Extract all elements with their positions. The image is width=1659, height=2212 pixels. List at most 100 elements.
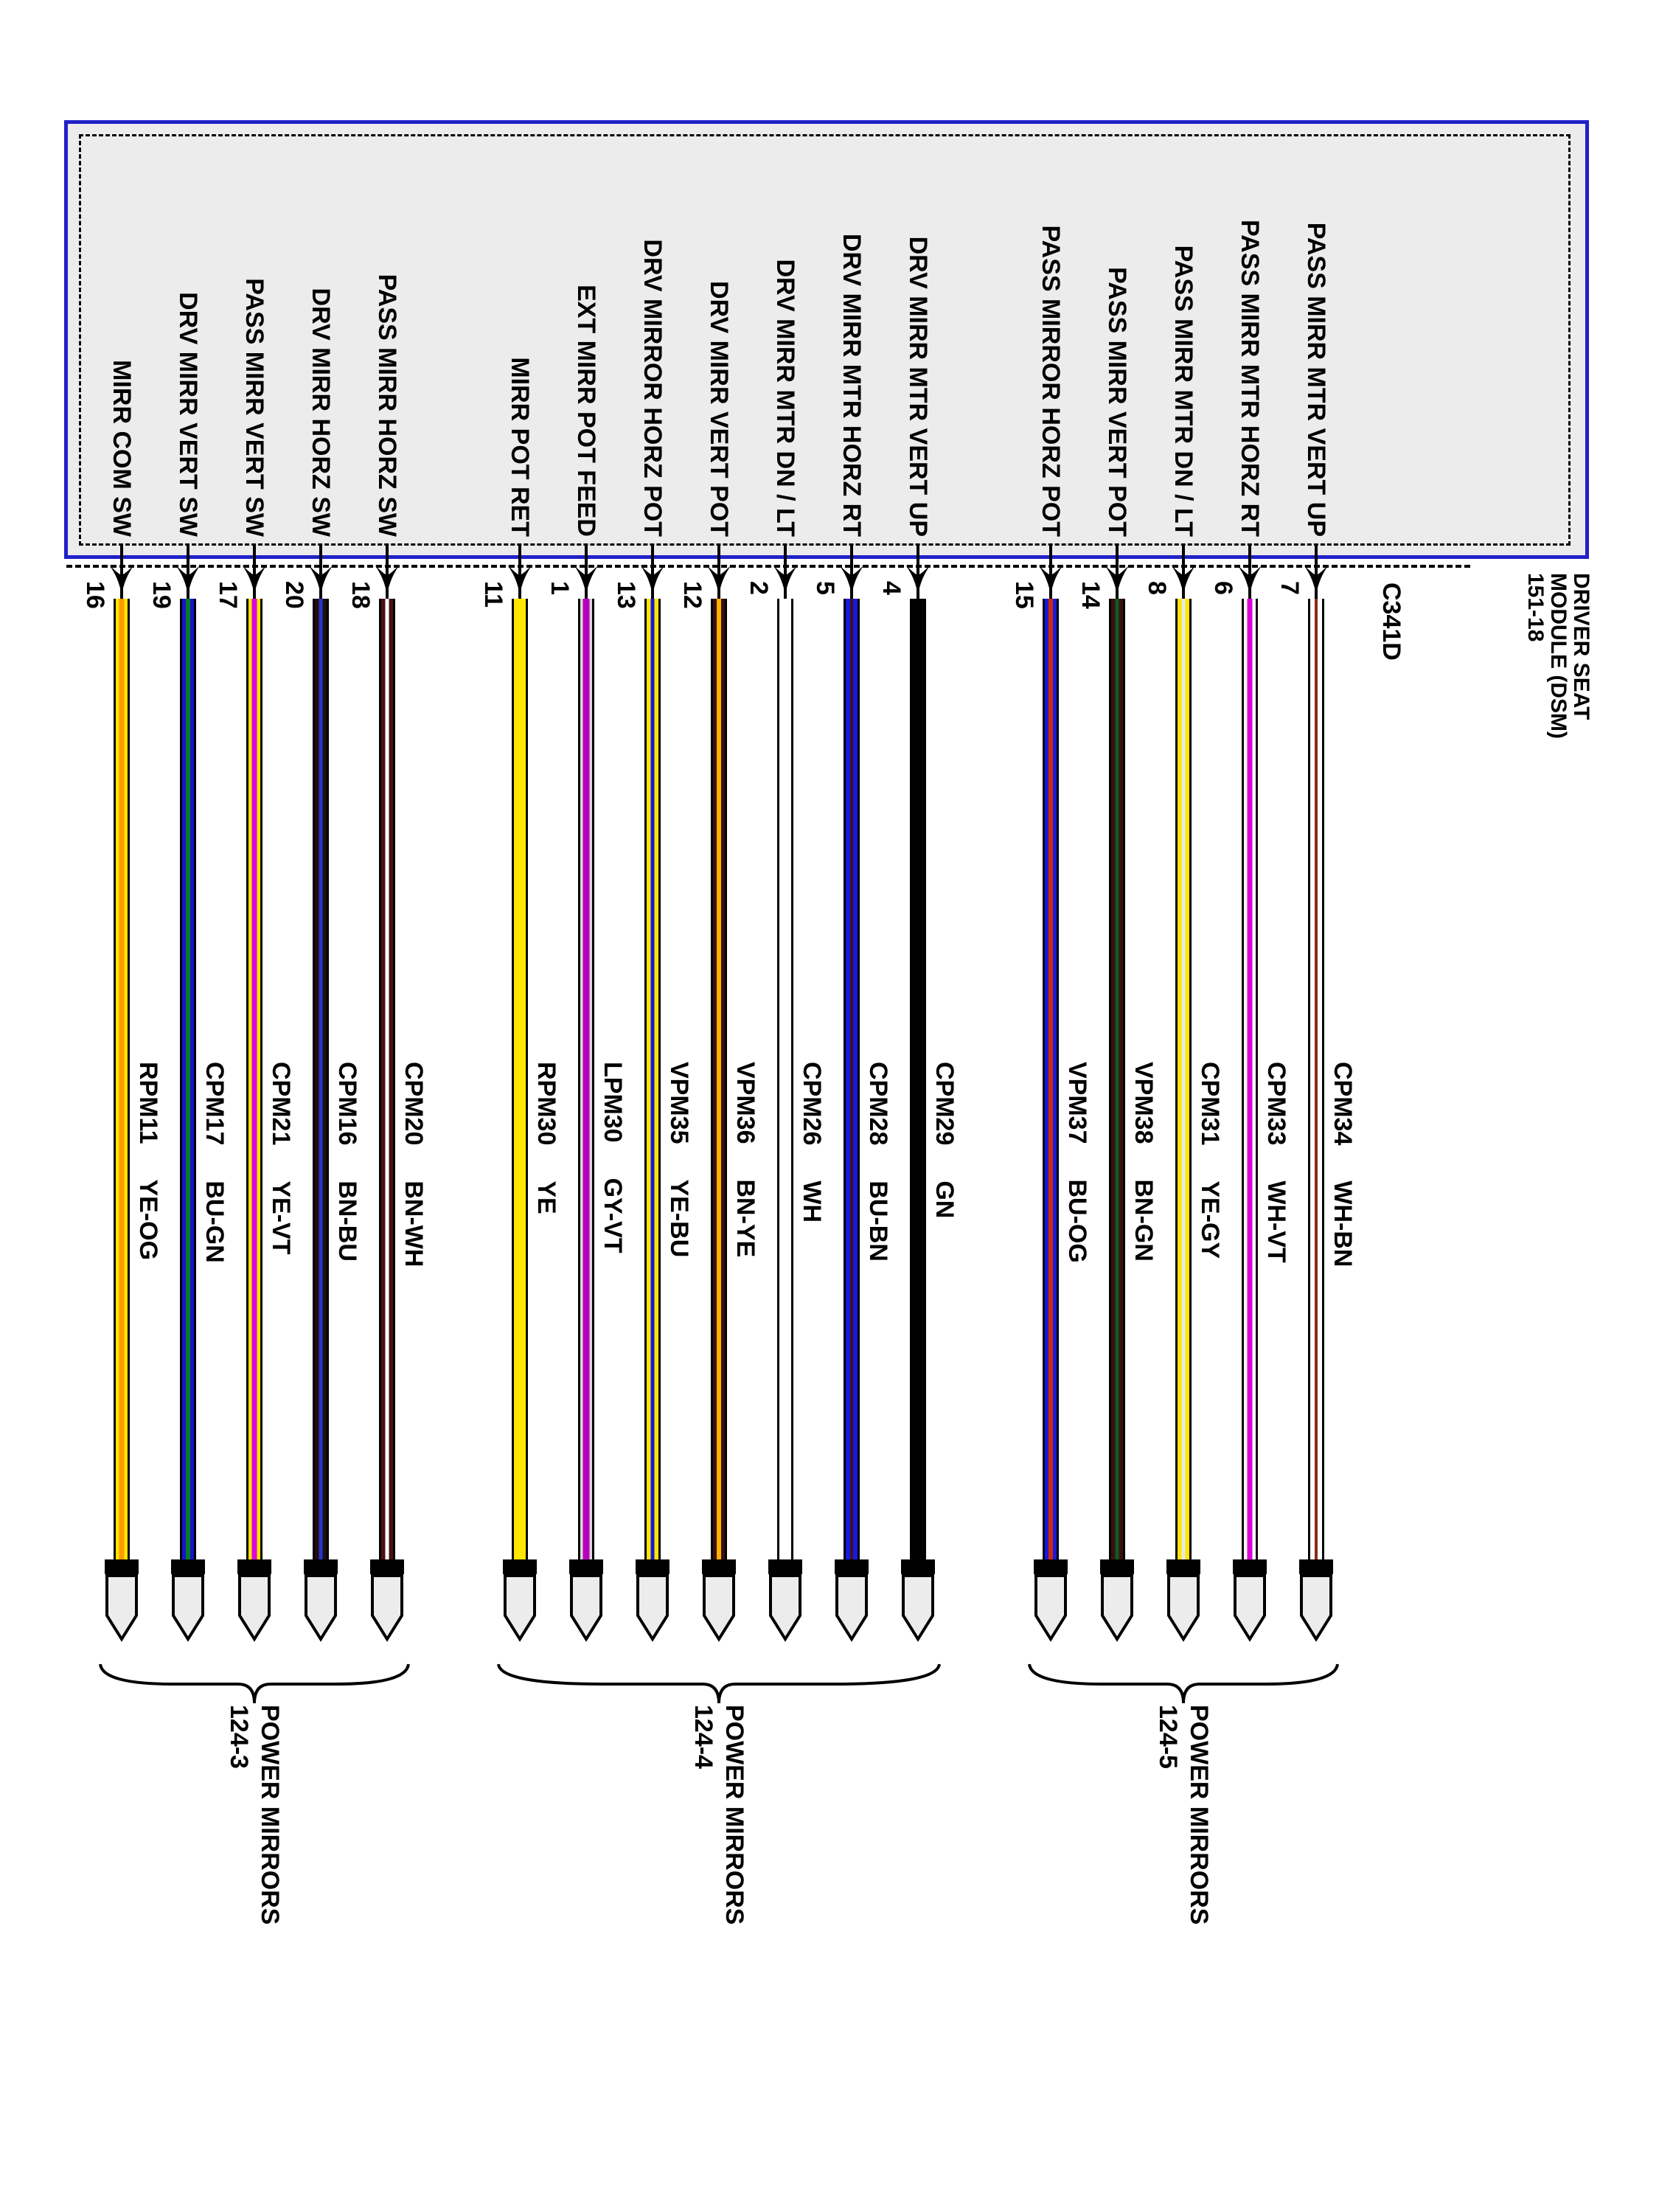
wire-body	[1308, 599, 1324, 1559]
wire-color-code: YE-OG	[134, 1179, 162, 1261]
connector-pin	[1101, 1574, 1133, 1642]
wire-signal-label: DRV MIRR MTR DN / LT	[771, 259, 799, 538]
wire-end-cap	[304, 1559, 338, 1574]
circuit-code: VPM36	[731, 1062, 759, 1144]
connector-pin	[570, 1574, 602, 1642]
wire-color-code: GY-VT	[599, 1178, 627, 1253]
wire-color-code: BN-WH	[400, 1180, 428, 1267]
wire-color-code: WH-BN	[1329, 1180, 1357, 1267]
wire-pin-number: 11	[479, 581, 507, 608]
terminal-arrow-icon	[507, 565, 532, 594]
wire-pin-number: 20	[280, 581, 308, 609]
wire-body	[1242, 599, 1258, 1559]
wire-end-cap	[503, 1559, 537, 1574]
wire-circuit-label: LPM30 GY-VT	[598, 1062, 627, 1253]
wire-pin-number: 7	[1276, 581, 1304, 595]
wire-signal-label: DRV MIRR MTR HORZ RT	[838, 233, 866, 537]
wire-end-cap	[1299, 1559, 1333, 1574]
connector-pin	[1167, 1574, 1200, 1642]
connector-pin	[371, 1574, 403, 1642]
circuit-code: CPM29	[931, 1062, 959, 1146]
module-inner-dashed-border	[79, 134, 1571, 546]
wire-end-cap	[1100, 1559, 1134, 1574]
wire-circuit-label: CPM20 BN-WH	[399, 1062, 428, 1267]
wire-signal-label: MIRR COM SW	[108, 360, 136, 537]
wire-color-code: BU-OG	[1063, 1179, 1091, 1263]
circuit-code: RPM11	[134, 1062, 162, 1144]
wire-signal-label: DRV MIRR VERT POT	[705, 281, 733, 537]
wire-stripe	[1115, 599, 1119, 1559]
circuit-code: VPM37	[1063, 1062, 1091, 1144]
wire-end-cap	[768, 1559, 802, 1574]
wire-pin-number: 6	[1209, 581, 1237, 595]
terminal-arrow-icon	[574, 565, 599, 594]
group-label: POWER MIRRORS 124-5	[1152, 1705, 1214, 1924]
wire-end-cap	[237, 1559, 271, 1574]
group-label-name: POWER MIRRORS	[256, 1705, 284, 1925]
wire-signal-label: DRV MIRR VERT SW	[174, 292, 202, 537]
terminal-arrow-icon	[109, 565, 134, 594]
group-brace	[1028, 1663, 1339, 1704]
module-title-line1: DRIVER SEAT	[1569, 573, 1593, 720]
wire-signal-label: PASS MIRR HORZ SW	[373, 274, 401, 537]
circuit-code: CPM33	[1262, 1062, 1290, 1146]
wire-signal-label: DRV MIRR MTR VERT UP	[904, 236, 932, 537]
wire-circuit-label: CPM29 GN	[930, 1062, 959, 1218]
terminal-arrow-icon	[1237, 565, 1262, 594]
wire-color-code: YE-VT	[267, 1180, 295, 1255]
terminal-arrow-icon	[175, 565, 201, 594]
wire-pin-number: 17	[214, 581, 242, 609]
terminal-arrow-icon	[1171, 565, 1196, 594]
circuit-code: VPM38	[1130, 1062, 1158, 1144]
wire-end-cap	[901, 1559, 935, 1574]
wire-end-cap	[171, 1559, 205, 1574]
connector-pin	[1034, 1574, 1067, 1642]
connector-pin	[1300, 1574, 1332, 1642]
wire-color-code: BN-YE	[731, 1179, 759, 1258]
wire-body	[711, 599, 727, 1559]
terminal-arrow-icon	[1038, 565, 1063, 594]
module-title: DRIVER SEAT MODULE (DSM) 151-18	[1523, 573, 1593, 739]
connector-pin	[504, 1574, 536, 1642]
wire-color-code: WH	[798, 1180, 826, 1223]
group-label-name: POWER MIRRORS	[720, 1705, 748, 1925]
wire-pin-number: 15	[1010, 581, 1038, 609]
wire-signal-label: PASS MIRROR HORZ POT	[1037, 225, 1065, 538]
wire-pin-number: 2	[745, 581, 773, 595]
wire-body	[246, 599, 262, 1559]
wire-signal-label: DRV MIRR HORZ SW	[307, 288, 335, 537]
circuit-code: CPM21	[267, 1062, 295, 1146]
wire-stripe	[1181, 599, 1186, 1559]
wire-body	[180, 599, 196, 1559]
connector-pin	[172, 1574, 204, 1642]
wire-signal-label: DRV MIRROR HORZ POT	[639, 239, 667, 537]
group-brace	[99, 1663, 410, 1704]
wire-body	[844, 599, 860, 1559]
connector-pin	[769, 1574, 801, 1642]
wire-stripe	[1315, 599, 1318, 1559]
wire-end-cap	[835, 1559, 869, 1574]
terminal-arrow-icon	[640, 565, 665, 594]
wire-circuit-label: CPM21 YE-VT	[266, 1062, 296, 1255]
connector-pin	[238, 1574, 271, 1642]
wire-circuit-label: CPM31 YE-GY	[1195, 1062, 1225, 1259]
wire-color-code: BU-GN	[201, 1180, 229, 1263]
wire-color-code: YE-GY	[1196, 1180, 1224, 1259]
wire-circuit-label: VPM36 BN-YE	[731, 1062, 760, 1257]
module-title-line3: 151-18	[1523, 573, 1548, 642]
wire-color-code: GN	[931, 1180, 959, 1219]
wire-pin-number: 4	[877, 581, 905, 595]
wire-pin-number: 18	[347, 581, 375, 609]
wire-color-code: YE-BU	[665, 1179, 693, 1258]
connector-pin	[1234, 1574, 1266, 1642]
circuit-code: CPM20	[400, 1062, 428, 1146]
wire-end-cap	[1034, 1559, 1068, 1574]
wire-stripe	[650, 599, 655, 1559]
terminal-arrow-icon	[1105, 565, 1130, 594]
circuit-code: VPM35	[665, 1062, 693, 1144]
wire-signal-label: PASS MIRR VERT SW	[240, 278, 268, 537]
circuit-code: CPM28	[864, 1062, 892, 1146]
wire-circuit-label: CPM28 BU-BN	[863, 1062, 893, 1262]
wire-signal-label: PASS MIRR VERT POT	[1103, 267, 1131, 537]
wire-end-cap	[569, 1559, 603, 1574]
